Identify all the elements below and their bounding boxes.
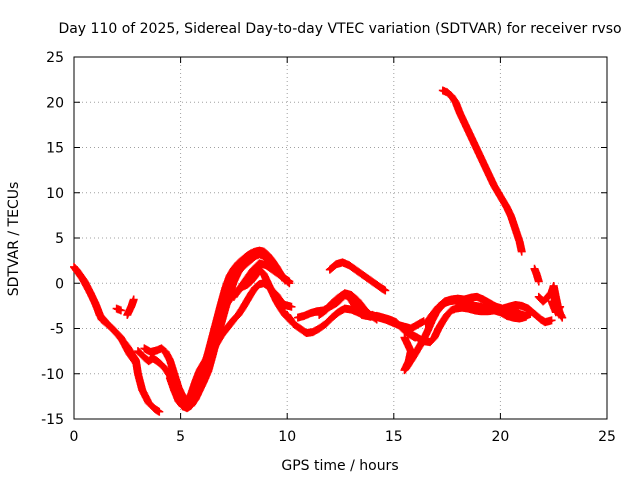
axes-layer: 0 5 10 15 20 25 -15 -10 -5 0 5 10 15 20 25 xyxy=(41,50,616,445)
data-point-markers xyxy=(315,289,381,324)
series-track-19 xyxy=(534,281,567,322)
data-point-markers xyxy=(438,86,526,256)
y-tick-label: 5 xyxy=(55,231,64,247)
data-point-markers xyxy=(400,303,530,347)
series-track-16 xyxy=(421,292,556,328)
data-point-markers xyxy=(208,279,296,356)
x-axis-label: GPS time / hours xyxy=(281,458,398,474)
x-tick-label: 15 xyxy=(385,429,403,445)
series-track-15 xyxy=(400,303,530,347)
y-tick-label: 20 xyxy=(46,95,64,111)
x-tick-label: 5 xyxy=(176,429,185,445)
data-point-markers xyxy=(530,264,543,286)
series-track-9 xyxy=(229,259,294,301)
series-track-8 xyxy=(208,279,296,356)
x-tick-label: 20 xyxy=(491,429,509,445)
y-tick-label: -15 xyxy=(41,412,64,428)
y-tick-label: 15 xyxy=(46,141,64,157)
data-point-markers xyxy=(72,265,140,367)
y-tick-label: 0 xyxy=(55,276,64,292)
series-track-12 xyxy=(325,258,390,295)
data-point-markers xyxy=(112,304,125,315)
data-point-markers xyxy=(534,281,567,322)
y-tick-label: 25 xyxy=(46,50,64,66)
x-tick-label: 25 xyxy=(598,429,616,445)
series-track-18 xyxy=(530,264,543,286)
series-track-4 xyxy=(123,295,138,319)
y-tick-label: -5 xyxy=(50,322,64,338)
y-tick-label: 10 xyxy=(46,186,64,202)
series-track-11 xyxy=(283,304,420,342)
series-track-13 xyxy=(315,289,381,324)
x-tick-label: 10 xyxy=(278,429,296,445)
grid-layer xyxy=(74,57,607,419)
data-point-markers xyxy=(123,295,138,319)
y-axis-label: SDTVAR / TECUs xyxy=(6,182,22,297)
data-point-markers xyxy=(421,292,556,328)
chart-title: Day 110 of 2025, Sidereal Day-to-day VTE… xyxy=(58,21,621,37)
x-tick-label: 0 xyxy=(70,429,79,445)
plot-frame xyxy=(73,56,608,420)
series-track-17 xyxy=(438,86,526,256)
series-track-3 xyxy=(112,304,125,315)
data-point-markers xyxy=(229,259,294,301)
y-tick-label: -10 xyxy=(41,367,64,383)
series-track-2 xyxy=(72,265,140,367)
data-point-markers xyxy=(283,304,420,342)
data-point-markers xyxy=(325,258,390,295)
data-layer xyxy=(70,86,567,416)
